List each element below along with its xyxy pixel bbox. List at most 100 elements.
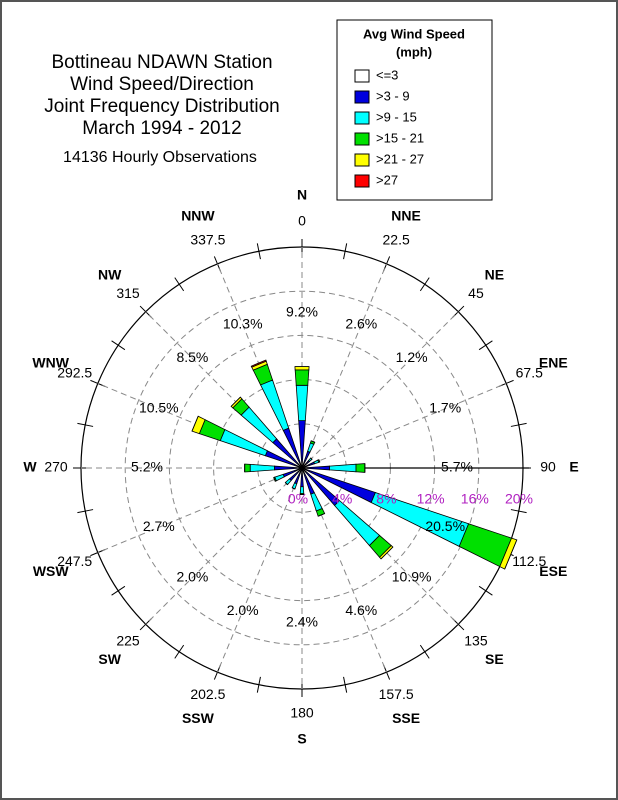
legend-label: >3 - 9 — [376, 88, 410, 103]
total-label: 2.6% — [345, 316, 377, 332]
degree-label: 0 — [298, 213, 306, 229]
spoke — [97, 467, 303, 554]
petal-segment — [230, 396, 241, 407]
degree-label: 112.5 — [512, 553, 546, 569]
legend-label: >15 - 21 — [376, 130, 424, 145]
petal-segment — [355, 463, 366, 473]
legend-label: >21 - 27 — [376, 151, 424, 166]
compass-tick — [174, 644, 185, 659]
petal-segment — [295, 384, 309, 422]
compass-tick — [77, 422, 94, 427]
spoke — [301, 263, 388, 469]
degree-label: 315 — [116, 285, 140, 301]
petal-segment — [318, 459, 321, 463]
petal-segment — [244, 463, 251, 473]
r-tick-label: 20% — [505, 491, 533, 507]
total-label: 10.5% — [139, 399, 179, 415]
direction-label: SW — [98, 651, 121, 667]
degree-label: 67.5 — [516, 365, 543, 381]
r-tick-label: 0% — [288, 491, 308, 507]
direction-label: NW — [98, 266, 122, 282]
total-label: 2.0% — [176, 568, 208, 584]
chart-title: Wind Speed/Direction — [70, 74, 254, 95]
compass-tick — [419, 644, 430, 659]
legend-swatch — [354, 69, 370, 83]
petal-segment — [285, 482, 288, 485]
compass-tick — [510, 422, 527, 427]
compass-tick — [77, 509, 94, 514]
legend-label: >27 — [376, 172, 398, 187]
petal-segment — [310, 440, 315, 443]
legend-swatch — [354, 132, 370, 146]
legend-swatch — [354, 90, 370, 104]
compass-tick — [111, 585, 126, 596]
degree-label: 292.5 — [57, 365, 92, 381]
total-label: 20.5% — [425, 518, 465, 534]
total-label: 1.7% — [429, 399, 461, 415]
direction-label: ESE — [539, 563, 567, 579]
degree-label: 90 — [540, 459, 556, 475]
petal-segment — [191, 416, 199, 432]
r-tick-label: 12% — [417, 491, 445, 507]
chart-subtitle: 14136 Hourly Observations — [63, 149, 257, 166]
spoke — [145, 467, 303, 625]
petal-segment — [317, 513, 325, 517]
direction-label: NE — [485, 266, 504, 282]
legend-box — [336, 19, 493, 201]
degree-label: 202.5 — [190, 686, 225, 702]
spoke — [301, 467, 388, 673]
degree-label: 22.5 — [383, 231, 410, 247]
direction-label: SSW — [182, 710, 215, 726]
total-label: 2.0% — [227, 602, 259, 618]
chart-title: March 1994 - 2012 — [82, 118, 242, 139]
legend-title: (mph) — [396, 44, 432, 59]
petal-segment — [380, 546, 394, 560]
petal-segment — [273, 477, 276, 482]
degree-label: 270 — [44, 459, 68, 475]
spoke — [145, 311, 303, 469]
spoke — [301, 382, 507, 469]
direction-label: ENE — [539, 355, 568, 371]
total-label: 10.3% — [223, 316, 263, 332]
compass-tick — [343, 676, 348, 693]
r-tick-label: 4% — [332, 491, 352, 507]
degree-label: 247.5 — [57, 553, 92, 569]
legend-label: <=3 — [376, 67, 398, 82]
spoke — [301, 311, 459, 469]
total-label: 1.2% — [396, 349, 428, 365]
degree-label: 45 — [468, 285, 484, 301]
petal-segment — [294, 369, 310, 386]
total-label: 5.7% — [441, 459, 473, 475]
total-label: 10.9% — [392, 568, 432, 584]
compass-tick — [419, 277, 430, 292]
direction-label: NNW — [181, 207, 215, 223]
total-label: 2.7% — [143, 518, 175, 534]
r-tick-label: 16% — [461, 491, 489, 507]
total-label: 4.6% — [345, 602, 377, 618]
r-tick-label: 8% — [376, 491, 396, 507]
legend-title: Avg Wind Speed — [363, 26, 465, 41]
degree-label: 157.5 — [379, 686, 414, 702]
petal-segment — [294, 366, 310, 371]
compass-tick — [510, 509, 527, 514]
direction-label: NNE — [391, 207, 421, 223]
direction-label: E — [569, 459, 578, 475]
legend-swatch — [354, 111, 370, 125]
total-label: 2.4% — [286, 614, 318, 630]
petal-segment — [291, 487, 296, 490]
compass-tick — [478, 340, 493, 351]
degree-label: 135 — [464, 633, 488, 649]
compass-tick — [256, 243, 261, 260]
total-label: 5.2% — [131, 459, 163, 475]
compass-tick — [111, 340, 126, 351]
compass-tick — [343, 243, 348, 260]
petal-segment — [504, 539, 518, 570]
compass-tick — [256, 676, 261, 693]
degree-label: 225 — [116, 633, 140, 649]
direction-label: SSE — [392, 710, 420, 726]
degree-label: 180 — [290, 705, 314, 721]
petal-segment — [250, 359, 267, 368]
total-label: 8.5% — [176, 349, 208, 365]
